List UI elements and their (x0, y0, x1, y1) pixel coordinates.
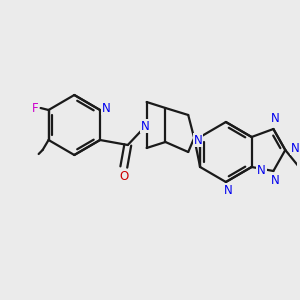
Text: N: N (271, 112, 280, 125)
Text: F: F (32, 101, 38, 115)
Text: N: N (291, 142, 300, 154)
Text: N: N (141, 119, 150, 133)
Text: N: N (102, 101, 110, 115)
Text: N: N (224, 184, 232, 196)
Text: O: O (119, 170, 128, 184)
Text: N: N (271, 175, 280, 188)
Text: N: N (257, 164, 266, 178)
Text: N: N (194, 134, 203, 146)
